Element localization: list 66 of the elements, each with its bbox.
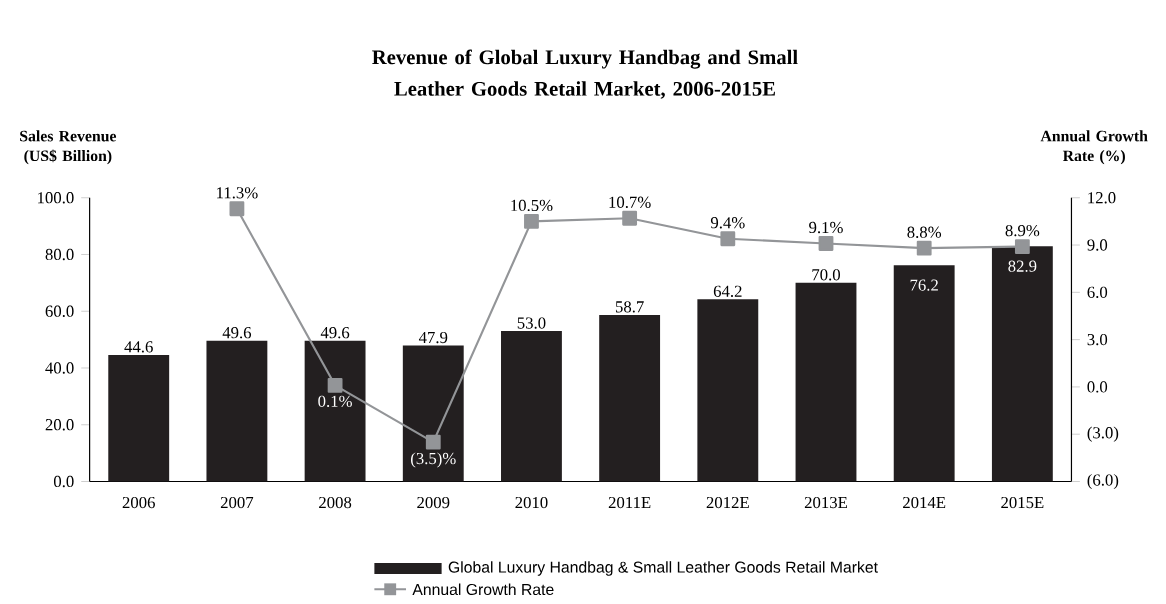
bar	[108, 354, 170, 482]
data-label: 10.7%	[609, 196, 651, 208]
data-label: 9.4%	[710, 217, 745, 229]
data-label: 11.3%	[217, 187, 258, 199]
point	[622, 210, 638, 226]
data-label: (3.5)%	[411, 452, 456, 468]
point	[1014, 239, 1030, 254]
y2-tick-label: 12.0	[1088, 192, 1116, 204]
data-label: 76.2	[910, 279, 938, 291]
y2-axis-title: Annual Growth Rate (%)	[1040, 130, 1148, 165]
bar	[501, 331, 562, 482]
data-label: 44.6	[124, 341, 153, 353]
x-tick-label: 2012E	[706, 496, 749, 509]
x-tick-label: 2006	[122, 496, 155, 509]
point	[229, 201, 245, 217]
bar	[697, 299, 759, 482]
point	[524, 213, 539, 229]
y2-tick-label: 0.0	[1087, 381, 1108, 393]
point	[720, 231, 736, 247]
point	[916, 240, 932, 256]
point	[327, 377, 343, 393]
bar	[402, 345, 464, 482]
data-label: 64.2	[713, 285, 742, 297]
y-tick-label: 60.0	[45, 305, 74, 317]
bar	[893, 265, 955, 482]
y-tick-label: 0.0	[53, 475, 74, 488]
x-tick-label: 2013E	[804, 496, 848, 509]
data-label: 82.9	[1008, 260, 1037, 272]
y-tick-label: 100.0	[38, 192, 74, 204]
data-label: 70.0	[812, 269, 840, 281]
y2-tick-label: 3.0	[1087, 333, 1108, 346]
y2-tick-label: (3.0)	[1087, 426, 1119, 442]
legend-label: Annual Growth Rate	[412, 583, 554, 596]
data-label: 9.1%	[809, 221, 843, 234]
x-tick-label: 2009	[417, 496, 450, 509]
data-label: 49.6	[222, 327, 252, 339]
data-label: 58.7	[615, 301, 644, 313]
data-label: 8.9%	[1005, 224, 1040, 237]
chart-title: Revenue of Global Luxury Handbag and Small Leather Goods Retail Market, 2006-2015E	[372, 49, 798, 99]
x-tick-label: 2007	[220, 496, 254, 509]
bar	[599, 314, 661, 482]
y2-tick-label: 6.0	[1087, 286, 1108, 298]
data-label: 10.5%	[511, 199, 553, 212]
data-label: 47.9	[418, 331, 448, 344]
data-label: 8.8%	[907, 226, 942, 238]
point	[818, 235, 834, 251]
x-tick-label: 2010	[515, 496, 548, 509]
y-axis-title: Sales Revenue (US$ Billion)	[20, 130, 117, 165]
y-tick-label: 20.0	[45, 419, 74, 431]
bar	[795, 282, 857, 482]
bar	[206, 340, 268, 482]
data-label: 53.0	[517, 317, 546, 329]
x-tick-label: 2015E	[1001, 496, 1044, 509]
y2-tick-label: (6.0)	[1087, 473, 1119, 490]
bar	[991, 246, 1053, 482]
legend-label: Global Luxury Handbag & Small Leather Goods Retail Market	[448, 561, 878, 576]
y-tick-label: 80.0	[45, 248, 74, 261]
y-tick-label: 40.0	[45, 362, 74, 374]
y2-tick-label: 9.0	[1087, 239, 1108, 251]
point	[425, 434, 441, 450]
x-tick-label: 2011E	[608, 496, 651, 509]
data-label: 0.1%	[318, 395, 352, 407]
x-tick-label: 2008	[319, 496, 352, 509]
bar	[304, 340, 366, 482]
data-label: 49.6	[320, 327, 350, 339]
x-tick-label: 2014E	[903, 496, 946, 509]
